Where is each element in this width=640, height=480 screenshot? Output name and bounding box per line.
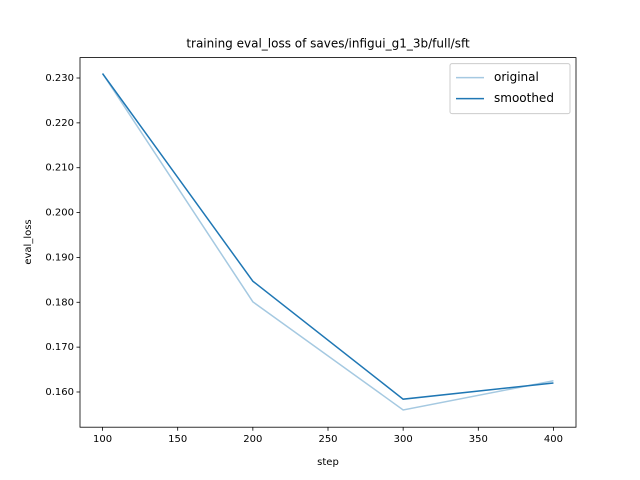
x-axis-label: step <box>317 457 339 468</box>
y-tick-label: 0.160 <box>45 387 74 398</box>
x-tick-label: 400 <box>544 434 563 445</box>
y-tick-label: 0.230 <box>45 73 74 84</box>
plot-frame <box>79 57 577 428</box>
y-tick-label: 0.180 <box>45 297 74 308</box>
y-tick-label: 0.190 <box>45 252 74 263</box>
series-line <box>101 73 554 400</box>
legend-label: smoothed <box>494 91 554 105</box>
x-tick-label: 150 <box>168 434 187 445</box>
legend-label: original <box>494 70 539 84</box>
x-tick-label: 350 <box>469 434 488 445</box>
chart-title: training eval_loss of saves/infigui_g1_3… <box>186 37 470 51</box>
y-tick-label: 0.220 <box>45 118 74 129</box>
series-line <box>101 73 554 411</box>
x-tick-label: 200 <box>243 434 262 445</box>
y-tick-label: 0.210 <box>45 163 74 174</box>
y-tick-label: 0.200 <box>45 208 74 219</box>
x-tick-label: 100 <box>93 434 112 445</box>
y-tick-label: 0.170 <box>45 342 74 353</box>
x-tick-label: 300 <box>394 434 413 445</box>
x-tick-label: 250 <box>318 434 337 445</box>
y-axis-label: eval_loss <box>23 219 34 264</box>
legend-box <box>449 63 571 115</box>
